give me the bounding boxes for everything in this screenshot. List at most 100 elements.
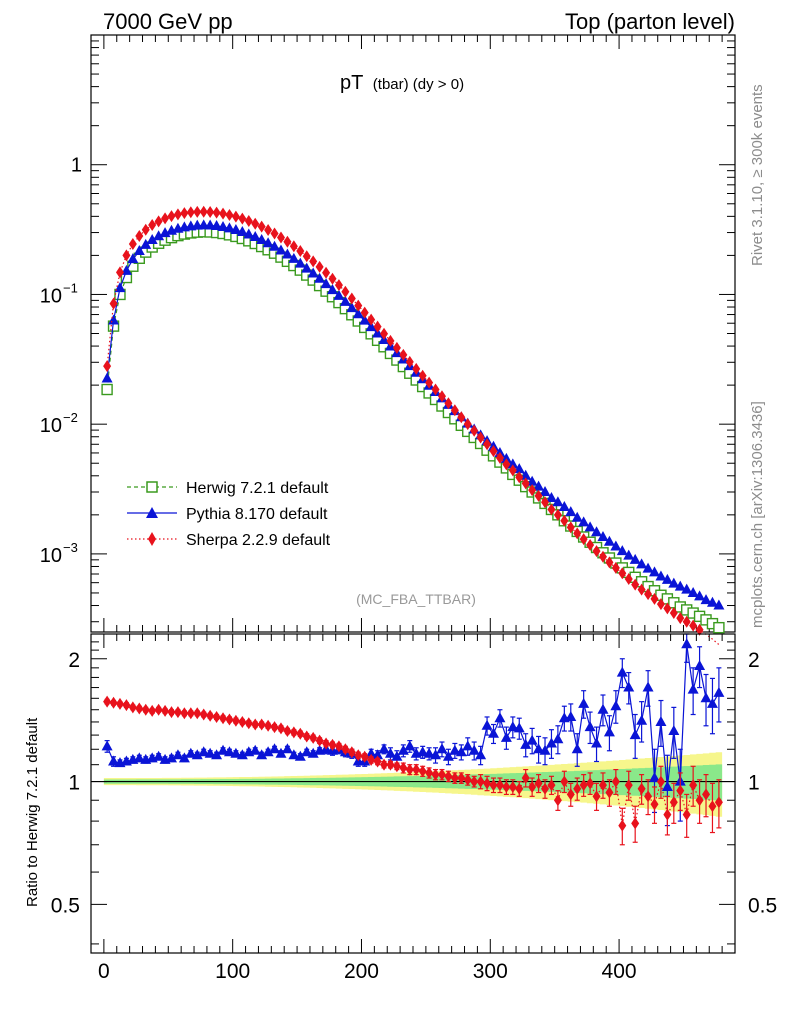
- data-point-diamond: [425, 766, 434, 779]
- data-point-diamond: [154, 215, 163, 228]
- data-point-diamond: [180, 707, 189, 720]
- ratio-y-tick-label: 0.5: [51, 894, 80, 917]
- data-point-triangle: [623, 681, 635, 692]
- data-point-triangle: [629, 553, 641, 564]
- ratio-y-tick-label: 1: [68, 772, 80, 795]
- data-point-triangle: [597, 703, 609, 714]
- data-point-diamond: [579, 779, 588, 792]
- data-point-diamond: [553, 794, 562, 807]
- data-point-triangle: [269, 743, 281, 754]
- data-point-triangle: [661, 573, 673, 584]
- data-point-diamond: [611, 775, 620, 788]
- data-point-diamond: [238, 715, 247, 728]
- data-point-triangle: [436, 743, 448, 754]
- data-point-diamond: [656, 775, 665, 788]
- legend-label-sherpa: Sherpa 2.2.9 default: [186, 532, 331, 549]
- data-point-diamond: [457, 772, 466, 785]
- data-point-triangle: [153, 750, 165, 761]
- data-point-diamond: [437, 390, 446, 403]
- data-point-triangle: [217, 744, 229, 755]
- data-point-diamond: [553, 508, 562, 521]
- data-point-triangle: [101, 372, 113, 383]
- data-point-diamond: [676, 612, 685, 625]
- data-point-diamond: [244, 717, 253, 730]
- data-point-triangle: [533, 480, 545, 491]
- data-point-diamond: [495, 451, 504, 464]
- data-point-triangle: [642, 562, 654, 573]
- data-point-diamond: [264, 719, 273, 732]
- data-point-diamond: [296, 727, 305, 740]
- data-point-triangle: [442, 750, 454, 761]
- data-point-diamond: [373, 755, 382, 768]
- y-tick-label: 1: [71, 155, 82, 177]
- data-point-diamond: [231, 714, 240, 727]
- data-point-triangle: [230, 223, 242, 234]
- data-point-triangle: [558, 500, 570, 511]
- ratio-panel: 0.5 0.5 1 1 2 2 0 100 200 300 400 Ratio to Herwig…: [24, 633, 777, 983]
- data-point-diamond: [631, 817, 640, 830]
- data-point-diamond: [109, 297, 118, 310]
- data-point-triangle: [481, 719, 493, 730]
- data-point-diamond: [489, 779, 498, 792]
- data-point-triangle: [668, 577, 680, 588]
- data-point-diamond: [302, 250, 311, 263]
- data-point-diamond: [347, 746, 356, 759]
- data-point-triangle: [108, 755, 120, 766]
- data-point-diamond: [605, 786, 614, 799]
- data-point-diamond: [450, 404, 459, 417]
- data-point-triangle: [552, 733, 564, 744]
- data-point-diamond: [141, 703, 150, 716]
- data-point-diamond: [103, 695, 112, 708]
- data-point-diamond: [347, 292, 356, 305]
- data-point-diamond: [251, 217, 260, 230]
- data-point-triangle: [571, 743, 583, 754]
- data-point-diamond: [412, 763, 421, 776]
- data-point-diamond: [296, 245, 305, 258]
- data-point-diamond: [476, 775, 485, 788]
- data-point-diamond: [463, 418, 472, 431]
- data-point-diamond: [122, 249, 131, 262]
- data-point-triangle: [191, 749, 203, 760]
- data-point-diamond: [360, 750, 369, 763]
- data-point-diamond: [109, 696, 118, 709]
- data-point-diamond: [541, 496, 550, 509]
- data-point-diamond: [508, 464, 517, 477]
- plot-title-sub: (tbar) (dy > 0): [373, 76, 464, 93]
- beam-energy-label: 7000 GeV pp: [103, 9, 233, 34]
- data-point-diamond: [167, 706, 176, 719]
- data-point-diamond: [309, 731, 318, 744]
- data-point-triangle: [623, 549, 635, 560]
- data-point-diamond: [450, 772, 459, 785]
- legend-label-pythia: Pythia 8.170 default: [186, 506, 328, 523]
- data-point-diamond: [334, 279, 343, 292]
- data-point-triangle: [172, 749, 184, 760]
- data-point-diamond: [515, 471, 524, 484]
- data-point-triangle: [706, 697, 718, 708]
- data-point-diamond: [573, 782, 582, 795]
- data-point-triangle: [681, 638, 693, 649]
- data-point-diamond: [611, 561, 620, 574]
- data-point-diamond: [219, 207, 228, 220]
- data-point-diamond: [695, 794, 704, 807]
- data-point-diamond: [444, 770, 453, 783]
- data-point-diamond: [644, 588, 653, 601]
- data-point-triangle: [108, 314, 120, 325]
- data-point-triangle: [694, 590, 706, 601]
- data-point-triangle: [533, 743, 545, 754]
- data-point-triangle: [616, 666, 628, 677]
- data-point-diamond: [380, 758, 389, 771]
- data-point-triangle: [178, 752, 190, 763]
- observable-group-label: Top (parton level): [565, 9, 735, 34]
- data-point-diamond: [547, 779, 556, 792]
- data-point-diamond: [605, 556, 614, 569]
- data-point-triangle: [500, 452, 512, 463]
- data-point-diamond: [328, 738, 337, 751]
- data-point-triangle: [378, 743, 390, 754]
- data-point-diamond: [650, 592, 659, 605]
- data-point-diamond: [251, 718, 260, 731]
- data-point-diamond: [560, 775, 569, 788]
- data-point-triangle: [545, 491, 557, 502]
- data-point-triangle: [275, 244, 287, 255]
- data-point-triangle: [687, 586, 699, 597]
- legend-marker-open-square: [146, 481, 158, 493]
